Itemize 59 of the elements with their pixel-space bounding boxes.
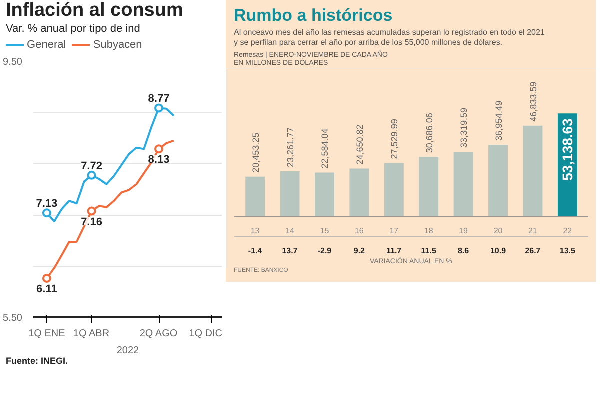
x-tick-label: 1Q DIC: [189, 328, 223, 340]
x-tick-label: 22: [563, 226, 573, 236]
data-label: 23,261.77: [286, 128, 296, 168]
text: -1.4: [248, 246, 263, 256]
x-tick-label: 14: [286, 226, 296, 236]
x-tick-label: 18: [424, 226, 434, 236]
data-label: 7.16: [81, 216, 102, 228]
text: 13.5: [560, 246, 576, 256]
chart-subtitle: Al onceavo mes del año las remesas acumuladas superan lo registrado en todo el 2021 y se perfilan para cerrar el año por arriba de los 55,000 millones de dólares.: [234, 28, 545, 48]
bar: [246, 177, 266, 217]
y-tick-label: 9.50: [3, 56, 23, 68]
x-tick-label: 17: [390, 226, 400, 236]
data-label: 8.77: [148, 92, 170, 105]
text: 13.7: [282, 246, 298, 256]
text: 10.9: [490, 246, 507, 256]
bar: [384, 164, 404, 217]
data-label: 53,138.63: [560, 118, 576, 182]
data-label: 36,954.49: [494, 101, 504, 142]
x-tick-label: 15: [320, 226, 330, 236]
x-tick-label: 16: [354, 226, 364, 236]
chart-title: Inflación al consum: [6, 0, 184, 23]
text: 26.7: [525, 246, 542, 256]
data-label: 30,686.06: [424, 113, 434, 154]
legend-label: Subyacen: [93, 38, 142, 51]
y-tick-label: 5.50: [3, 312, 23, 324]
text: -2.9: [318, 246, 332, 256]
data-label: 7.72: [81, 160, 102, 172]
text: 11.5: [421, 246, 437, 256]
text: 8.6: [458, 246, 470, 256]
x-tick-label: 21: [528, 226, 538, 236]
data-label: 7.13: [36, 198, 58, 210]
text: 9.2: [354, 246, 366, 256]
data-label: 46,833.59: [528, 82, 538, 122]
x-tick-label: 19: [459, 226, 469, 236]
x-tick-label: 1Q ABR: [73, 328, 110, 340]
data-label: 8.13: [148, 154, 170, 166]
data-label: 22,584.04: [320, 129, 330, 170]
legend-label: General: [27, 38, 66, 51]
data-label: 6.11: [36, 283, 58, 296]
bar: [488, 145, 508, 217]
x-tick-label: 1Q ENE: [28, 328, 66, 340]
data-label: 27,529.99: [390, 120, 400, 160]
bar: [350, 169, 370, 217]
x-tick-label: 20: [494, 226, 504, 236]
source-note: Fuente: INEGI.: [6, 356, 68, 366]
chart-subtitle: Var. % anual por tipo de ind: [6, 22, 140, 36]
x-tick-label: 13: [250, 226, 260, 236]
data-label: 20,453.25: [250, 133, 261, 174]
bar: [419, 157, 439, 217]
x-axis-title: 2022: [116, 345, 140, 356]
chart-title: Rumbo a históricos: [234, 6, 393, 26]
x-tick-label: 2Q AGO: [140, 328, 178, 340]
text: 11.7: [386, 246, 402, 256]
bar: [280, 172, 300, 217]
bar: [315, 173, 334, 217]
bar: [523, 126, 543, 217]
bar: [454, 152, 474, 217]
data-label: 33,319.59: [459, 108, 470, 148]
data-label: 24,650.82: [354, 125, 365, 166]
